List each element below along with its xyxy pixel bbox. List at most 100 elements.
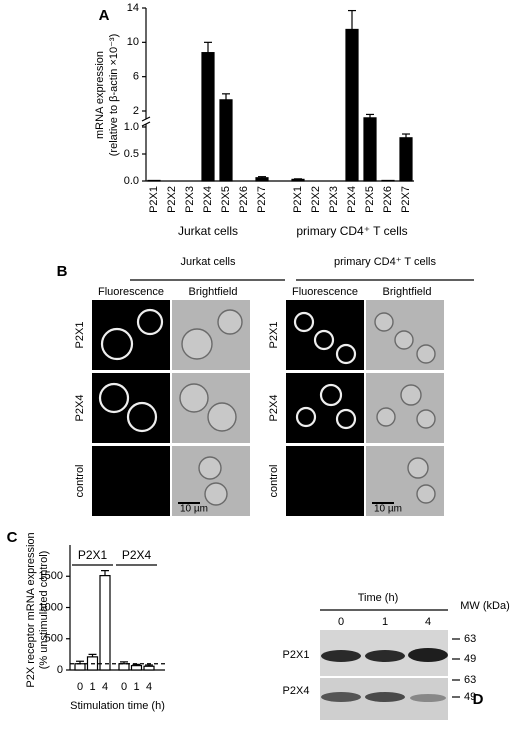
y-axis-label: (% unstimulated control) [38, 551, 50, 670]
bar [255, 177, 269, 182]
y-tick-label: 1.0 [124, 121, 139, 133]
x-axis-label: Stimulation time (h) [70, 700, 165, 712]
y-tick-label: 500 [45, 633, 63, 645]
brightfield-image [366, 373, 444, 443]
group-label: Jurkat cells [178, 224, 238, 238]
row-label: P2X1 [74, 322, 86, 349]
panel-letter: A [99, 7, 110, 24]
x-tick-label: P2X5 [220, 186, 232, 213]
column-header: Brightfield [189, 286, 238, 298]
bright-cell [374, 312, 394, 332]
panel-letter: B [57, 263, 68, 280]
bar [143, 665, 155, 671]
bar [201, 52, 215, 182]
fluorescent-cell [335, 343, 357, 365]
fluorescent-cell [335, 408, 357, 430]
row-label: control [268, 464, 280, 497]
fluorescent-cell [313, 329, 335, 351]
column-header: Fluorescence [292, 286, 358, 298]
blot-label: P2X1 [283, 649, 310, 661]
bright-cell [394, 330, 414, 350]
fluorescent-cell [295, 406, 317, 428]
bright-cell [207, 402, 237, 432]
group-label: P2X4 [122, 548, 152, 562]
band [408, 648, 448, 662]
mw-marker: 49 [464, 653, 476, 665]
x-tick-label: P2X1 [292, 186, 304, 213]
x-tick-label: P2X3 [184, 186, 196, 213]
y-tick-label: 6 [133, 71, 139, 83]
row-label: P2X1 [268, 322, 280, 349]
bright-cell [407, 457, 429, 479]
column-header: Fluorescence [98, 286, 164, 298]
x-tick-label: 1 [133, 681, 139, 693]
y-tick-label: 1000 [39, 601, 63, 613]
x-tick-label: P2X6 [382, 186, 394, 213]
bright-cell [376, 407, 396, 427]
x-tick-label: 0 [77, 681, 83, 693]
column-header: Brightfield [383, 286, 432, 298]
bright-cell [198, 456, 222, 480]
brightfield-image [366, 446, 444, 516]
bright-cell [204, 482, 228, 506]
y-axis-label: P2X receptor mRNA expression [25, 532, 37, 687]
panel-letter: D [473, 691, 484, 708]
bar [363, 117, 377, 182]
lane-label: 0 [338, 616, 344, 628]
x-tick-label: P2X2 [166, 186, 178, 213]
blot-label: P2X4 [283, 685, 310, 697]
micrographs [92, 300, 444, 516]
bright-cell [416, 484, 436, 504]
bright-cell [400, 384, 422, 406]
axis-break [141, 121, 151, 127]
fluorescence-image [286, 446, 364, 516]
bar [381, 179, 395, 182]
x-tick-label: P2X3 [328, 186, 340, 213]
band [410, 694, 446, 702]
x-tick-label: P2X2 [310, 186, 322, 213]
row-label: P2X4 [74, 395, 86, 422]
x-tick-label: P2X7 [400, 186, 412, 213]
bar [74, 663, 86, 671]
fluorescent-cell [98, 382, 130, 414]
bar [399, 137, 413, 182]
bright-cell [416, 344, 436, 364]
band [365, 692, 405, 702]
x-tick-label: P2X6 [238, 186, 250, 213]
bar [118, 663, 130, 671]
fluorescent-cell [319, 383, 343, 407]
fluorescent-cell [293, 311, 315, 333]
mw-marker: 63 [464, 633, 476, 645]
bar [345, 28, 359, 182]
bar [147, 179, 161, 182]
group-label: P2X1 [78, 548, 108, 562]
bright-cell [217, 309, 243, 335]
brightfield-image [172, 300, 250, 370]
fluorescence-image [286, 300, 364, 370]
row-label: control [74, 464, 86, 497]
y-axis-label: mRNA expression [94, 51, 106, 139]
mw-marker: 49 [464, 691, 476, 703]
scale-bar-label: 10 µm [180, 504, 208, 515]
fluorescent-cell [126, 401, 158, 433]
mw-marker: 63 [464, 674, 476, 686]
y-tick-label: 2 [133, 105, 139, 117]
y-tick-label: 0.0 [124, 175, 139, 187]
y-tick-label: 10 [127, 36, 139, 48]
x-tick-label: 1 [89, 681, 95, 693]
band [321, 692, 361, 702]
bright-cell [179, 383, 209, 413]
fluorescence-image [286, 373, 364, 443]
group-header: Jurkat cells [180, 256, 236, 268]
y-tick-label: 14 [127, 2, 139, 14]
y-tick-label: 1500 [39, 570, 63, 582]
bright-cell [181, 328, 213, 360]
scale-bar-label: 10 µm [374, 504, 402, 515]
fluorescent-cell [136, 308, 164, 336]
x-tick-label: 0 [121, 681, 127, 693]
fluorescence-image [92, 446, 170, 516]
lanes-title: Time (h) [358, 592, 399, 604]
bar [219, 99, 233, 182]
y-tick-label: 0 [57, 664, 63, 676]
